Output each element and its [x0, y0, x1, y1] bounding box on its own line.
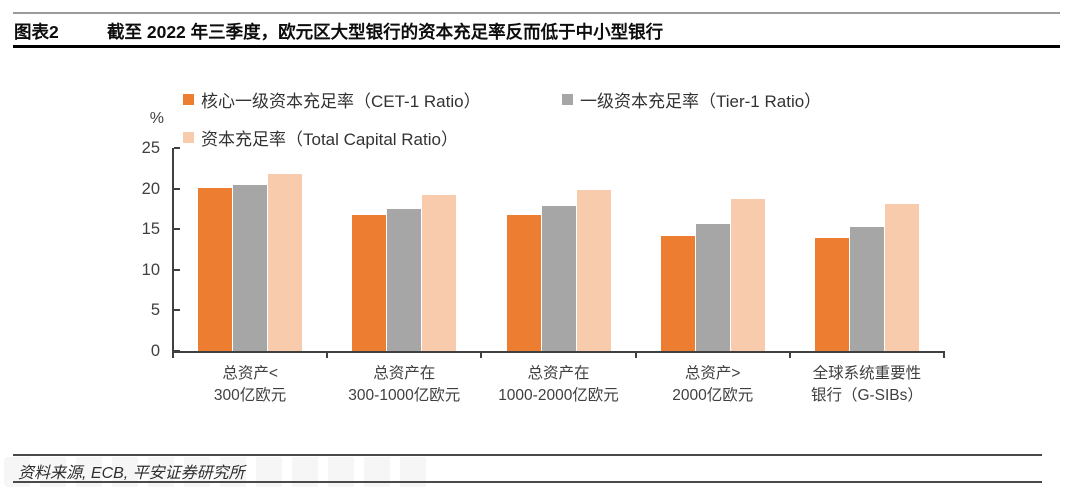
y-tick-mark — [174, 147, 180, 149]
source-note: 资料来源, ECB, 平安证券研究所 — [18, 465, 245, 482]
x-category-label-line: 1000-2000亿欧元 — [498, 387, 619, 404]
x-category-label-line: 全球系统重要性 — [812, 365, 922, 382]
y-axis-unit-label: % — [149, 110, 164, 127]
bar — [352, 215, 387, 351]
x-category-label-line: 银行（G-SIBs） — [810, 387, 923, 404]
bar — [506, 215, 541, 351]
bar — [695, 224, 730, 351]
x-category-label: 总资产在 300-1000亿欧元 — [327, 363, 481, 407]
x-category-label: 总资产> 2000亿欧元 — [636, 363, 790, 407]
bar — [849, 227, 884, 351]
legend-label: 一级资本充足率（Tier-1 Ratio） — [580, 92, 822, 111]
x-category-label-line: 总资产在 — [373, 365, 436, 382]
x-category-label-line: 300-1000亿欧元 — [348, 387, 461, 404]
bar-group — [327, 148, 481, 351]
x-axis — [172, 351, 944, 353]
footer-divider-top — [13, 454, 1042, 456]
y-tick-label: 20 — [141, 179, 160, 198]
y-tick-mark — [174, 268, 180, 271]
figure-label: 图表2 — [14, 22, 59, 42]
x-tick-mark — [788, 351, 791, 358]
y-tick-mark — [174, 309, 180, 312]
bar — [814, 238, 849, 351]
bar-group — [790, 148, 944, 351]
y-tick-label: 0 — [150, 342, 160, 360]
y-tick-label: 10 — [141, 260, 160, 279]
footer-divider-bottom — [13, 481, 1042, 483]
x-category-label-line: 总资产在 — [527, 365, 590, 382]
legend-label: 资本充足率（Total Capital Ratio） — [201, 130, 458, 149]
legend-swatch-icon — [562, 94, 573, 105]
x-category-label-line: 2000亿欧元 — [672, 387, 754, 404]
x-axis-labels: 总资产< 300亿欧元 总资产在 300-1000亿欧元 总资产在 1000-2000亿欧… — [173, 363, 944, 407]
bar — [268, 174, 303, 351]
bar — [541, 206, 576, 351]
x-tick-mark — [634, 351, 637, 358]
legend-label: 核心一级资本充足率（CET-1 Ratio） — [201, 92, 481, 111]
y-tick-mark — [174, 228, 180, 231]
plot-area — [173, 148, 944, 351]
x-tick-mark — [480, 351, 483, 358]
x-tick-mark — [326, 351, 329, 358]
x-tick-mark — [943, 351, 945, 358]
title-divider — [13, 45, 1060, 48]
bar — [387, 209, 422, 351]
legend-swatch-icon — [183, 132, 194, 143]
legend-item-total-capital-ratio: 资本充足率（Total Capital Ratio） — [183, 125, 458, 150]
x-category-label: 总资产在 1000-2000亿欧元 — [481, 363, 635, 407]
bar — [198, 188, 233, 351]
legend-swatch-icon — [183, 94, 194, 105]
bar — [730, 199, 765, 351]
bar-group — [481, 148, 635, 351]
x-category-label: 总资产< 300亿欧元 — [173, 363, 327, 407]
bar — [576, 190, 611, 351]
legend-item-tier1-ratio: 一级资本充足率（Tier-1 Ratio） — [562, 87, 821, 112]
y-axis — [172, 148, 174, 352]
bar-group — [173, 148, 327, 351]
bar — [884, 204, 919, 351]
bar-group — [636, 148, 790, 351]
x-category-label-line: 总资产< — [222, 365, 278, 382]
y-tick-label: 5 — [150, 301, 160, 320]
x-category-label-line: 总资产> — [684, 365, 741, 382]
x-category-label: 全球系统重要性 银行（G-SIBs） — [790, 363, 944, 407]
top-divider — [13, 12, 1060, 14]
x-tick-mark — [172, 351, 174, 358]
y-tick-mark — [174, 187, 180, 190]
y-tick-label: 25 — [141, 139, 160, 157]
x-category-label-line: 300亿欧元 — [213, 387, 287, 404]
figure-header: 图表2 截至 2022 年三季度，欧元区大型银行的资本充足率反而低于中小型银行 — [14, 19, 1064, 44]
legend-item-cet1-ratio: 核心一级资本充足率（CET-1 Ratio） — [183, 87, 481, 112]
bar — [422, 195, 457, 351]
bar — [660, 236, 695, 351]
figure-title: 截至 2022 年三季度，欧元区大型银行的资本充足率反而低于中小型银行 — [107, 22, 664, 42]
y-tick-label: 15 — [141, 220, 160, 239]
bar — [233, 185, 268, 351]
